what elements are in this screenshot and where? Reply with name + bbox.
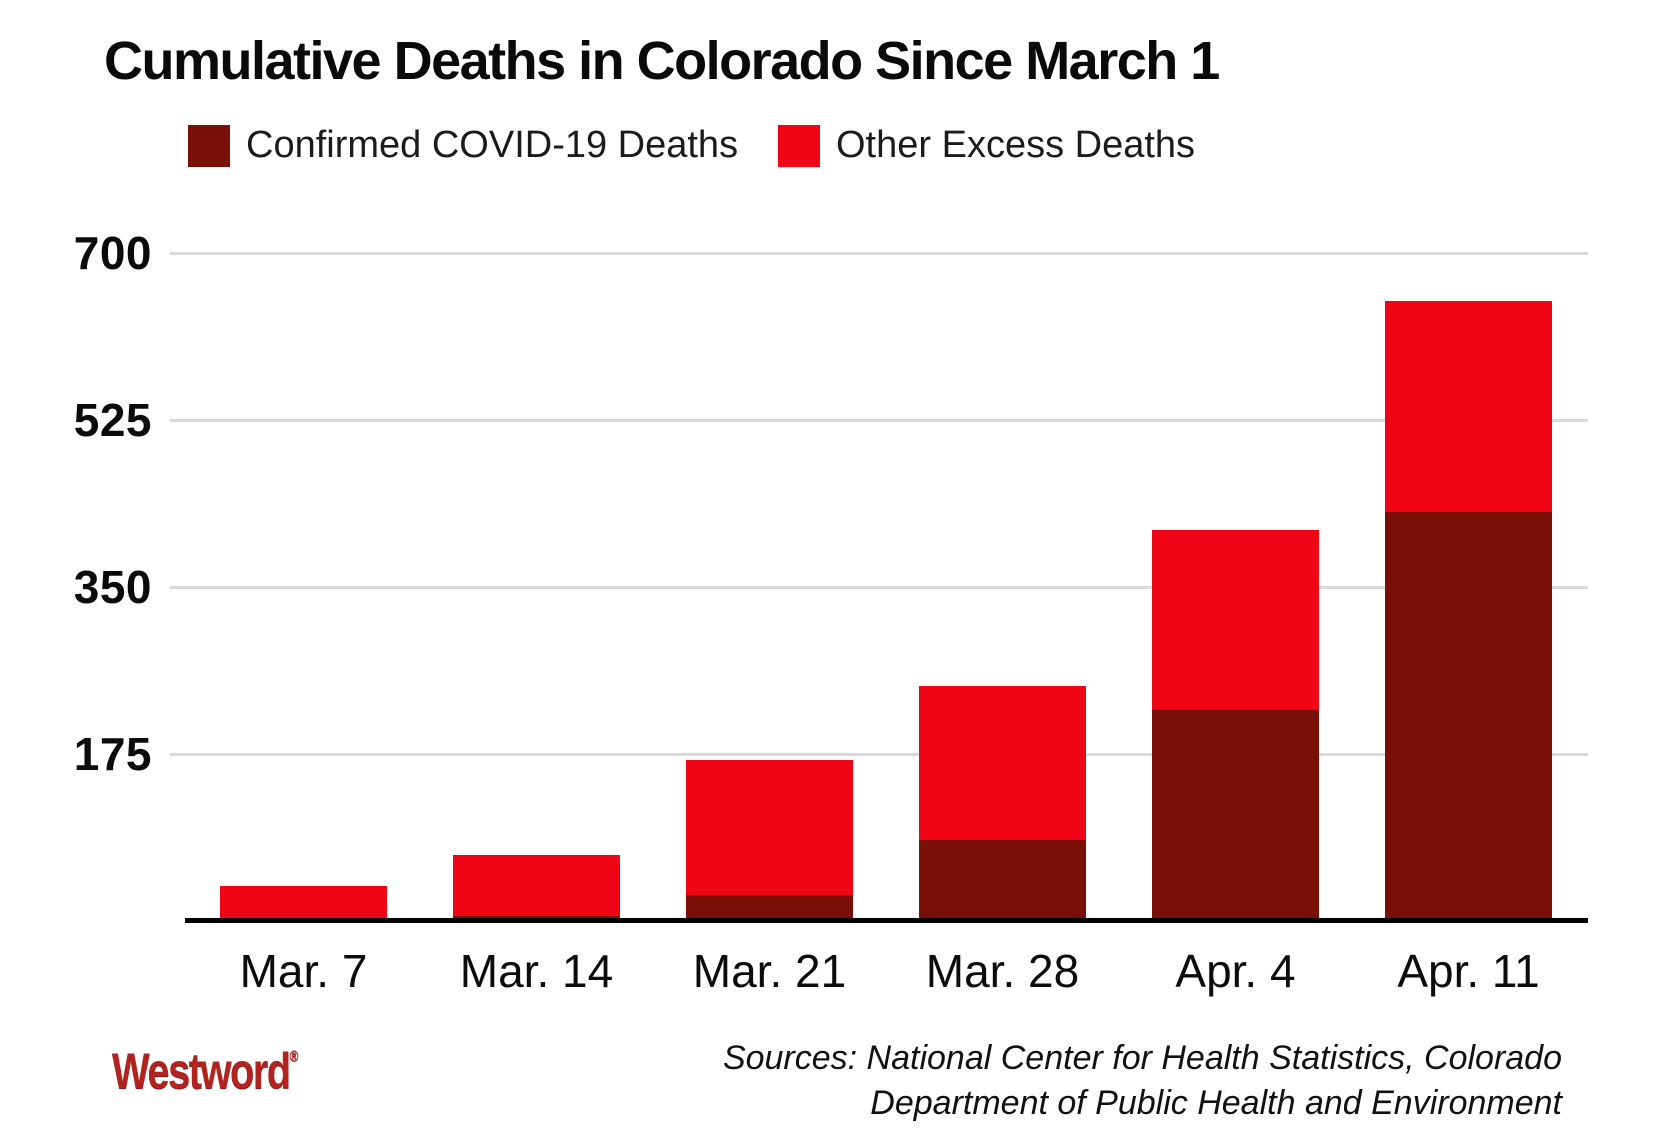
bar-mar-7: [220, 885, 387, 919]
westword-logo: Westword®: [112, 1042, 299, 1100]
x-tick-label: Mar. 21: [692, 945, 847, 997]
bar-mar-14: [453, 855, 620, 919]
bar-segment-other-excess: [919, 686, 1086, 840]
bar-segment-other-excess: [1152, 529, 1319, 710]
registered-mark-icon: ®: [289, 1048, 299, 1065]
bar-mar-28: [919, 686, 1086, 919]
gridline: [170, 251, 1588, 255]
gridline: [170, 585, 1588, 589]
bar-segment-other-excess: [220, 885, 387, 919]
legend-item-confirmed: Confirmed COVID-19 Deaths: [188, 124, 738, 167]
x-tick-label: Mar. 28: [925, 945, 1080, 997]
sources-line-1: Sources: National Center for Health Stat…: [722, 1039, 1562, 1077]
y-tick-label: 175: [73, 728, 152, 780]
chart-title: Cumulative Deaths in Colorado Since Marc…: [104, 31, 1220, 91]
bar-segment-other-excess: [686, 759, 853, 896]
bar-segment-confirmed: [1385, 512, 1552, 919]
legend-label-other: Other Excess Deaths: [836, 124, 1196, 166]
y-tick-label: 525: [73, 394, 152, 446]
gridline: [170, 752, 1588, 756]
x-tick-label: Mar. 14: [459, 945, 614, 997]
legend-label-confirmed: Confirmed COVID-19 Deaths: [246, 124, 739, 166]
bar-segment-confirmed: [686, 895, 853, 919]
x-tick-label: Apr. 11: [1397, 945, 1540, 997]
westword-logo-text: Westword: [112, 1043, 291, 1099]
bar-segment-other-excess: [453, 855, 620, 917]
bar-segment-other-excess: [1385, 300, 1552, 513]
bar-segment-confirmed: [453, 916, 620, 919]
x-axis-line: [185, 918, 1588, 923]
bar-apr-4: [1152, 529, 1319, 919]
bar-apr-11: [1385, 300, 1552, 919]
sources-note: Sources: National Center for Health Stat…: [723, 1036, 1562, 1126]
y-tick-label: 350: [73, 561, 152, 613]
legend-swatch-other-icon: [778, 124, 820, 167]
legend-item-other: Other Excess Deaths: [778, 124, 1195, 167]
gridline: [170, 418, 1588, 422]
sources-line-2: Department of Public Health and Environm…: [870, 1084, 1562, 1122]
bar-mar-21: [686, 759, 853, 919]
bar-segment-confirmed: [919, 839, 1086, 919]
bar-segment-confirmed: [1152, 710, 1319, 919]
y-tick-label: 700: [73, 227, 152, 279]
legend-swatch-confirmed-icon: [188, 124, 230, 167]
x-tick-label: Mar. 7: [239, 945, 368, 997]
x-tick-label: Apr. 4: [1175, 945, 1296, 997]
